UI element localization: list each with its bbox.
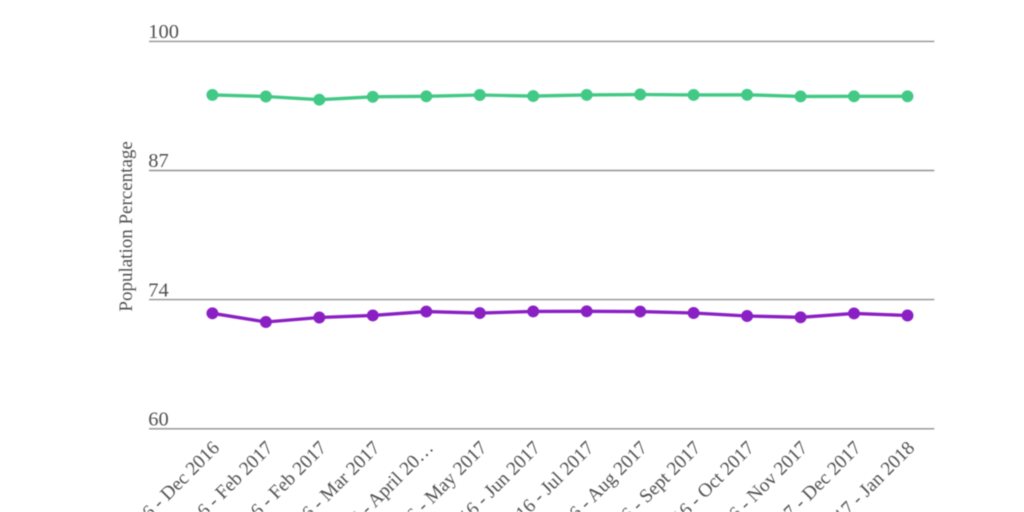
svg-text:87: 87: [148, 150, 169, 172]
svg-text:Population Percentage: Population Percentage: [116, 141, 137, 311]
svg-text:74: 74: [148, 279, 169, 301]
svg-text:100: 100: [148, 21, 179, 43]
svg-text:60: 60: [148, 409, 169, 431]
